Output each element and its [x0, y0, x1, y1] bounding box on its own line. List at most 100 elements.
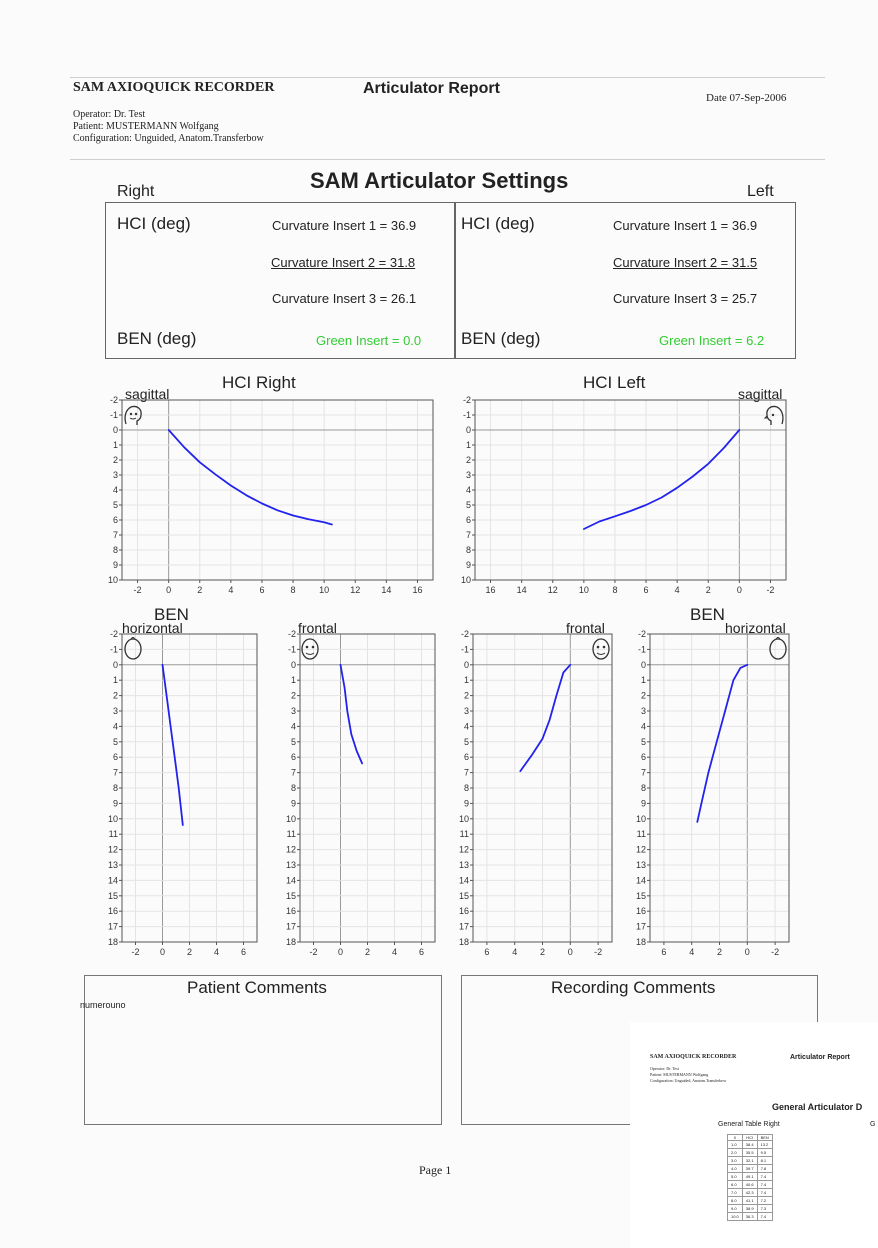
ben-right-horizontal-x-tick-label: 4	[214, 947, 219, 957]
thumb-table-row: 9.0 38.9 7.3	[727, 1204, 773, 1213]
hci-left-y-tick-label: 1	[466, 440, 471, 450]
frontal-left-y-tick-label: 12	[459, 845, 469, 855]
hci-right-y-tick-label: -1	[110, 410, 118, 420]
thumb-section-title: General Articulator D	[772, 1102, 863, 1112]
ben-left-horizontal-y-tick-label: 4	[641, 721, 646, 731]
frontal-right-y-tick-label: 11	[287, 829, 296, 839]
ben-right-horizontal-y-tick-label: 16	[108, 906, 118, 916]
ben-left-view-label: horizontal	[725, 620, 786, 636]
ben-right-horizontal-y-tick-label: 13	[108, 860, 118, 870]
ben-right-horizontal-x-tick-label: -2	[131, 947, 139, 957]
frontal-left-y-tick-label: 11	[460, 829, 469, 839]
frontal-left-y-tick-label: 7	[464, 768, 469, 778]
thumb-table-cell: 8.0	[727, 1196, 743, 1205]
frontal-right-y-tick-label: 15	[286, 891, 296, 901]
thumb-app-title: SAM AXIOQUICK RECORDER	[650, 1054, 737, 1060]
ben-left-title: BEN	[690, 605, 725, 624]
hci-left-series-line	[583, 429, 741, 530]
hci-left-view-label: sagittal	[738, 386, 783, 402]
ben-left-horizontal-y-tick-label: -1	[638, 644, 646, 654]
frontal-left-y-tick-label: 18	[459, 937, 469, 947]
ben-right-horizontal-y-tick-label: 0	[113, 660, 118, 670]
frontal-left-y-tick-label: 1	[464, 675, 469, 685]
ben-left-label: BEN (deg)	[461, 329, 541, 348]
thumb-table-cell: 7.4	[756, 1212, 773, 1221]
thumb-line-2: Patient: MUSTERMANN Wolfgang	[650, 1072, 709, 1077]
hci-left-label: HCI (deg)	[461, 214, 535, 233]
head-sagittal-right-icon	[124, 405, 142, 425]
settings-left-label: Left	[747, 183, 774, 200]
patient-comments-title: Patient Comments	[187, 978, 327, 997]
ben-left-horizontal-y-tick-label: 9	[641, 798, 646, 808]
thumb-table-row: 4.0 39.7 7.8	[727, 1164, 773, 1173]
thumb-table-cell: 36.3	[741, 1212, 758, 1221]
hci-left-y-tick-label: 6	[466, 515, 471, 525]
frontal-left-y-tick-label: 10	[459, 814, 469, 824]
thumb-table-cell: 3.0	[727, 1156, 743, 1165]
frontal-right-y-tick-label: 16	[286, 906, 296, 916]
frontal-right-y-tick-label: 10	[286, 814, 296, 824]
thumb-table-header-row: 0 HCI BEN	[727, 1134, 773, 1141]
frontal-left-x-tick-label: 2	[540, 947, 545, 957]
frontal-left-y-tick-label: 3	[464, 706, 469, 716]
hci-right-x-tick-label: 10	[319, 585, 329, 595]
frontal-right-y-tick-label: 14	[286, 875, 296, 885]
ben-left-horizontal-y-tick-label: 7	[641, 768, 646, 778]
frontal-left-y-tick-label: 16	[459, 906, 469, 916]
hci-left-y-tick-label: 8	[466, 545, 471, 555]
frontal-right-x-tick-label: -2	[309, 947, 317, 957]
frontal-left-series-line	[519, 663, 572, 772]
thumb-general-table: 0 HCI BEN 1.0 38.4 13.2 2.0 35.5 9.5 3.0 32.1 8.1 4.…	[727, 1134, 773, 1221]
thumb-table-cell: 9.0	[727, 1204, 743, 1213]
hci-right-y-tick-label: 9	[113, 560, 118, 570]
thumb-table-right-marker: G	[870, 1121, 876, 1128]
hci-left-x-tick-label: 0	[737, 585, 742, 595]
ben-left-horizontal-y-tick-label: 11	[637, 829, 646, 839]
frontal-left-y-tick-label: 17	[459, 922, 469, 932]
header-bottom-rule	[70, 159, 825, 160]
operator-line: Operator: Dr. Test	[73, 109, 146, 120]
hci-right-y-tick-label: 8	[113, 545, 118, 555]
hci-left-y-tick-label: 9	[466, 560, 471, 570]
ben-left-horizontal-y-tick-label: 6	[641, 752, 646, 762]
ben-right-horizontal-y-tick-label: 17	[108, 922, 118, 932]
ben-left-horizontal-series-line	[696, 663, 749, 823]
hci-right-x-tick-label: 2	[197, 585, 202, 595]
thumb-table-row: 2.0 35.5 9.5	[727, 1148, 773, 1157]
ben-right-horizontal-series-line	[161, 663, 184, 826]
hci-right-y-tick-label: 0	[113, 425, 118, 435]
thumb-table-cell: 2.0	[727, 1148, 743, 1157]
ben-left-horizontal-y-tick-label: 16	[636, 906, 646, 916]
thumb-table-cell: 13.2	[756, 1140, 773, 1149]
frontal-right-x-tick-label: 2	[365, 947, 370, 957]
frontal-right-view-label: frontal	[298, 620, 337, 636]
ben-right-horizontal-y-tick-label: 6	[113, 752, 118, 762]
thumb-table-cell: 7.8	[756, 1164, 773, 1173]
thumb-table-cell: 6.0	[727, 1180, 743, 1189]
ben-left-horizontal-x-tick-label: 2	[717, 947, 722, 957]
hci-left-x-tick-label: 4	[675, 585, 680, 595]
right-curvature-insert-1: Curvature Insert 1 = 36.9	[272, 218, 417, 233]
ben-right-horizontal-y-tick-label: -1	[110, 644, 118, 654]
frontal-left-x-tick-label: 6	[484, 947, 489, 957]
hci-right-y-tick-label: -2	[110, 395, 118, 405]
frontal-right-y-tick-label: -1	[288, 644, 296, 654]
hci-right-y-tick-label: 2	[113, 455, 118, 465]
thumb-table-cell: 38.9	[741, 1204, 758, 1213]
hci-left-x-tick-label: 8	[612, 585, 617, 595]
hci-right-y-tick-label: 3	[113, 470, 118, 480]
hci-right-view-label: sagittal	[125, 386, 170, 402]
ben-left-horizontal-y-tick-label: 14	[636, 875, 646, 885]
thumb-table-cell: 7.4	[756, 1172, 773, 1181]
frontal-left-x-tick-label: 0	[568, 947, 573, 957]
ben-right-label: BEN (deg)	[117, 329, 197, 348]
settings-title: SAM Articulator Settings	[310, 168, 569, 193]
frontal-right-y-tick-label: 6	[291, 752, 296, 762]
hci-right-y-tick-label: 7	[113, 530, 118, 540]
frontal-left-y-tick-label: 13	[459, 860, 469, 870]
thumb-table-cell: 7.3	[756, 1204, 773, 1213]
frontal-left-y-tick-label: 15	[459, 891, 469, 901]
